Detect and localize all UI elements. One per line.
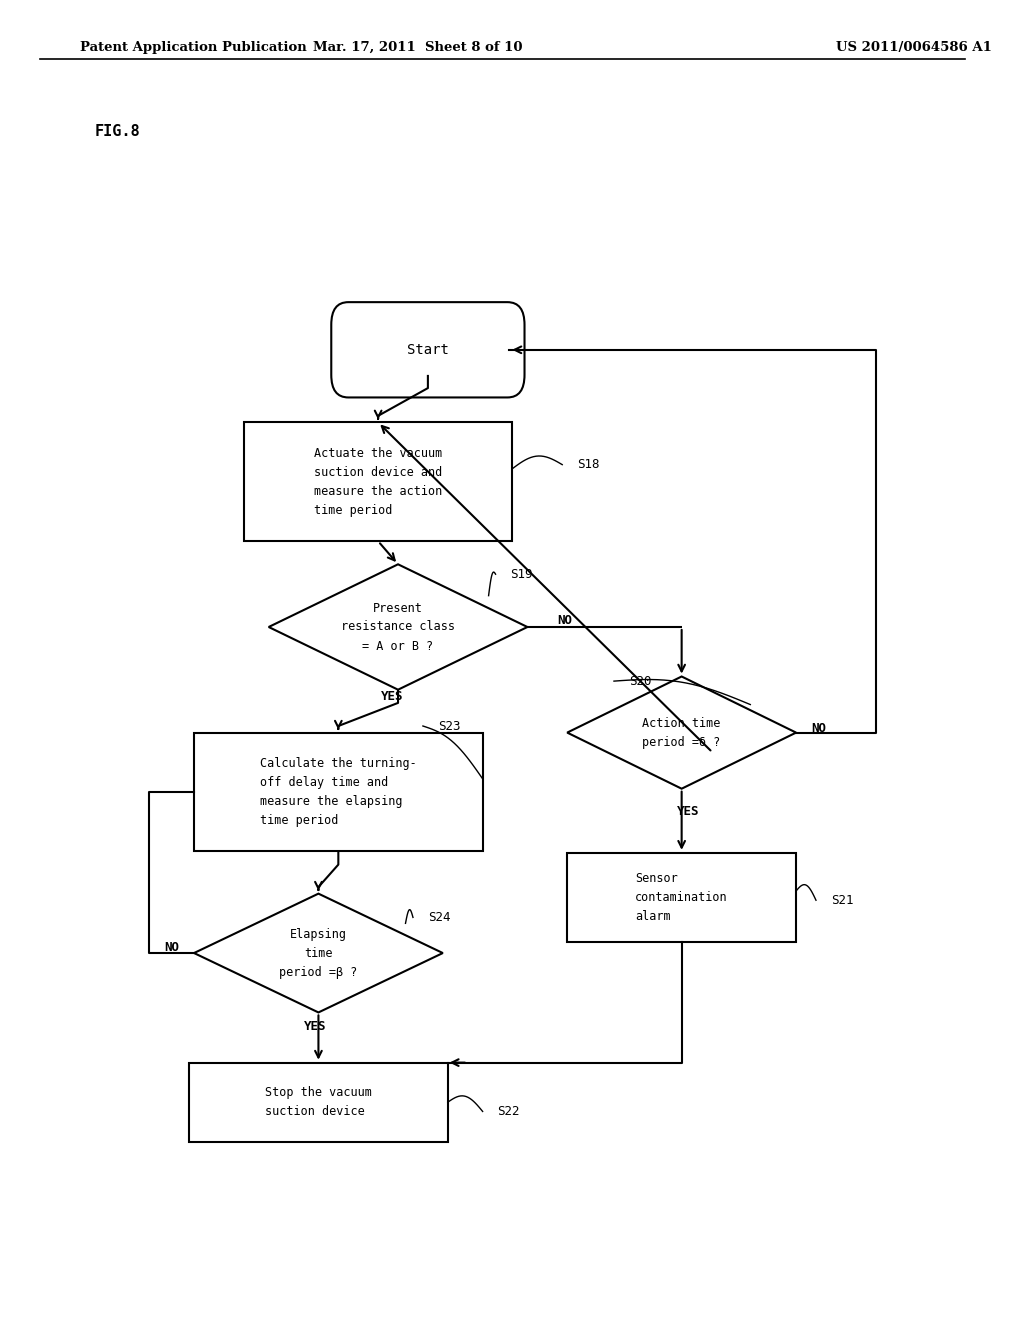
Text: FIG.8: FIG.8 <box>94 124 140 140</box>
Text: Calculate the turning-
off delay time and
measure the elapsing
time period: Calculate the turning- off delay time an… <box>260 756 417 828</box>
Text: Elapsing
time
period =β ?: Elapsing time period =β ? <box>280 928 357 978</box>
Text: Start: Start <box>407 343 449 356</box>
Text: US 2011/0064586 A1: US 2011/0064586 A1 <box>836 41 992 54</box>
Bar <box>244 422 512 541</box>
Bar <box>567 853 796 942</box>
Text: Actuate the vacuum
suction device and
measure the action
time period: Actuate the vacuum suction device and me… <box>314 446 442 517</box>
Text: S23: S23 <box>438 719 461 733</box>
Text: S19: S19 <box>511 568 532 581</box>
Text: NO: NO <box>811 722 826 735</box>
Text: Action time
period =δ ?: Action time period =δ ? <box>642 717 721 748</box>
Polygon shape <box>268 565 527 689</box>
Text: S20: S20 <box>629 675 651 688</box>
Text: YES: YES <box>381 690 403 704</box>
Text: YES: YES <box>677 805 699 818</box>
Text: Present
resistance class
= A or B ?: Present resistance class = A or B ? <box>341 602 455 652</box>
Text: Stop the vacuum
suction device: Stop the vacuum suction device <box>265 1086 372 1118</box>
Polygon shape <box>194 894 442 1012</box>
Polygon shape <box>567 676 796 788</box>
Text: S18: S18 <box>578 458 600 471</box>
Text: NO: NO <box>164 941 179 954</box>
Text: Sensor
contamination
alarm: Sensor contamination alarm <box>635 873 728 923</box>
Text: Mar. 17, 2011  Sheet 8 of 10: Mar. 17, 2011 Sheet 8 of 10 <box>313 41 522 54</box>
Text: NO: NO <box>557 614 572 627</box>
Text: YES: YES <box>303 1020 326 1034</box>
Text: S24: S24 <box>428 911 451 924</box>
Bar <box>189 1063 447 1142</box>
Text: S22: S22 <box>498 1105 520 1118</box>
Bar <box>194 733 482 851</box>
Text: S21: S21 <box>830 894 853 907</box>
FancyBboxPatch shape <box>332 302 524 397</box>
Text: Patent Application Publication: Patent Application Publication <box>80 41 306 54</box>
